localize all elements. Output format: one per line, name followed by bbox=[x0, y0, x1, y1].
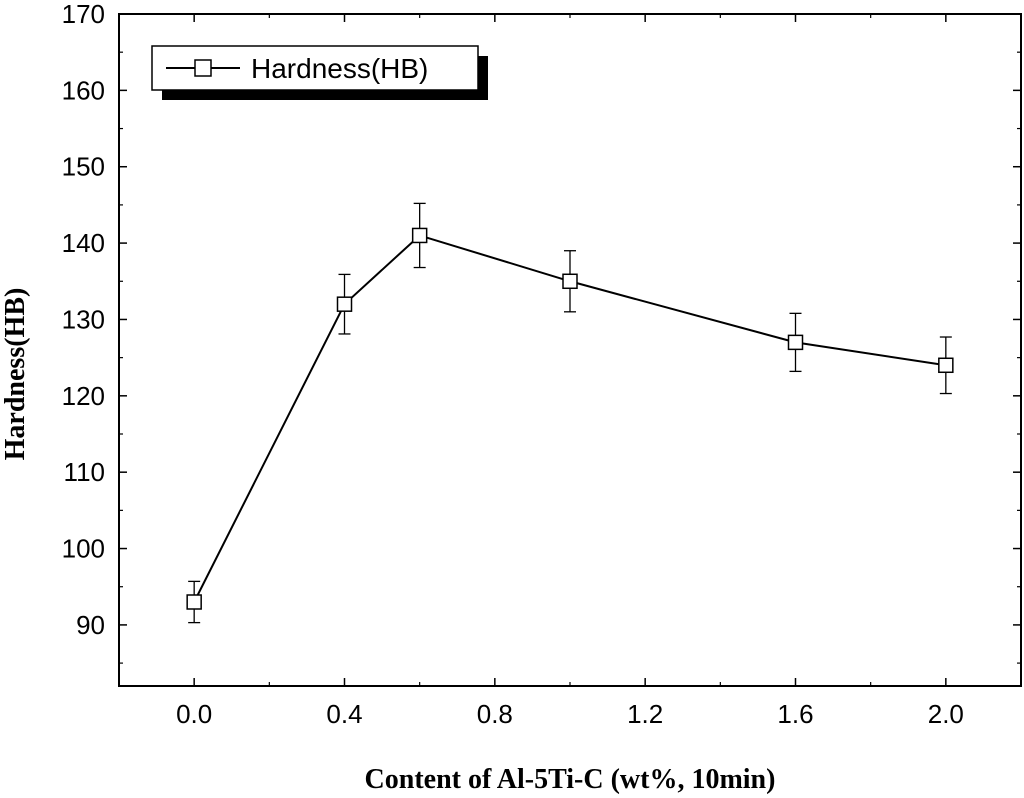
y-tick-label: 130 bbox=[62, 304, 105, 334]
x-tick-label: 0.0 bbox=[176, 699, 212, 729]
x-tick-label: 0.8 bbox=[477, 699, 513, 729]
legend: Hardness(HB) bbox=[151, 45, 488, 100]
y-tick-label: 160 bbox=[62, 75, 105, 105]
y-tick-label: 110 bbox=[64, 457, 105, 487]
y-tick-label: 140 bbox=[62, 228, 105, 258]
data-point-marker bbox=[787, 334, 804, 351]
x-tick-label: 2.0 bbox=[928, 699, 964, 729]
plot-frame bbox=[118, 13, 1022, 687]
data-point-marker bbox=[411, 227, 428, 244]
series-line bbox=[193, 234, 946, 603]
x-axis: 0.0 0.4 0.8 1.2 1.6 2.0 bbox=[176, 14, 964, 729]
data-point-marker bbox=[186, 594, 202, 610]
data-point-marker bbox=[938, 357, 954, 374]
x-tick-label: 0.4 bbox=[326, 699, 362, 729]
data-point-marker bbox=[562, 273, 578, 290]
legend-label: Hardness(HB) bbox=[251, 53, 428, 84]
y-tick-label: 90 bbox=[76, 610, 105, 640]
y-tick-label: 100 bbox=[62, 534, 105, 564]
data-series bbox=[186, 202, 954, 624]
x-tick-label: 1.2 bbox=[627, 699, 663, 729]
y-tick-label: 150 bbox=[62, 152, 105, 182]
x-axis-title: Content of Al-5Ti-C (wt%, 10min) bbox=[365, 764, 776, 795]
y-axis: 90 100 110 120 130 140 150 160 170 bbox=[62, 0, 1021, 664]
y-tick-label: 120 bbox=[62, 381, 105, 411]
legend-marker-swatch bbox=[194, 59, 212, 77]
y-axis-title: Hardness(HB) bbox=[0, 288, 31, 461]
x-tick-label: 1.6 bbox=[777, 699, 813, 729]
data-point-marker bbox=[336, 296, 353, 312]
y-tick-label: 170 bbox=[62, 0, 105, 29]
